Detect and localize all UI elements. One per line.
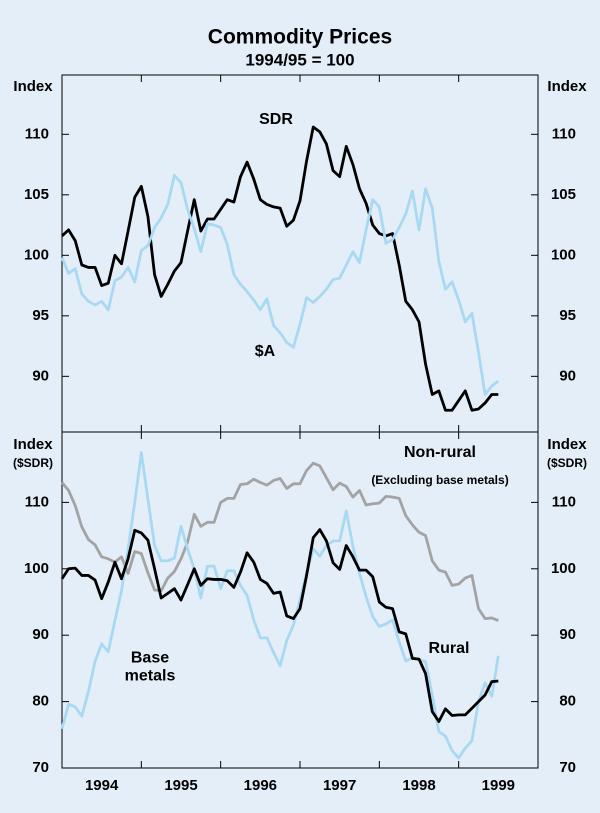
y-axis-label: Index <box>13 78 53 95</box>
y-tick-label: 100 <box>24 560 49 577</box>
series-line <box>60 461 499 622</box>
annotation: (Excluding base metals) <box>371 473 509 488</box>
y-axis-label: Index <box>547 78 587 95</box>
y-tick-label: 90 <box>32 626 49 643</box>
series-label: Base metals <box>124 649 176 685</box>
y-tick-label: 110 <box>25 125 49 142</box>
series-line <box>60 528 499 723</box>
series-label: Non-rural <box>404 443 476 461</box>
y-tick-label: 90 <box>32 367 49 384</box>
y-tick-label: 110 <box>25 493 49 510</box>
y-axis-unit: ($SDR) <box>13 456 53 470</box>
y-tick-label: 95 <box>559 307 576 324</box>
y-tick-label: 95 <box>32 307 49 324</box>
y-tick-label: 100 <box>24 246 49 263</box>
series-line <box>60 174 500 396</box>
y-axis-unit: ($SDR) <box>547 456 587 470</box>
series-line <box>61 125 499 412</box>
series-label: SDR <box>259 110 293 128</box>
series-label: $A <box>254 342 276 360</box>
y-tick-label: 110 <box>552 125 576 142</box>
y-tick-label: 70 <box>559 759 576 776</box>
y-tick-label: 80 <box>32 693 49 710</box>
x-tick-label: 1998 <box>402 777 435 794</box>
x-tick-label: 1994 <box>85 777 119 794</box>
y-tick-label: 110 <box>552 493 576 510</box>
series-line <box>60 451 500 760</box>
x-tick-label: 1996 <box>244 777 277 794</box>
chart-title: Commodity Prices <box>208 26 392 49</box>
y-axis-label: Index <box>13 436 53 453</box>
y-tick-label: 100 <box>551 560 576 577</box>
series-label: Rural <box>428 639 470 657</box>
y-tick-label: 100 <box>551 246 576 263</box>
x-tick-label: 1999 <box>482 777 515 794</box>
y-tick-label: 90 <box>559 626 576 643</box>
x-tick-label: 1995 <box>164 777 197 794</box>
y-tick-label: 105 <box>24 186 49 203</box>
y-tick-label: 70 <box>32 759 49 776</box>
chart-subtitle: 1994/95 = 100 <box>245 50 354 69</box>
plot-frame <box>61 74 539 433</box>
y-tick-label: 90 <box>559 367 576 384</box>
x-tick-label: 1997 <box>323 777 356 794</box>
y-axis-label: Index <box>547 436 587 453</box>
y-tick-label: 105 <box>551 186 576 203</box>
y-tick-label: 80 <box>559 693 576 710</box>
